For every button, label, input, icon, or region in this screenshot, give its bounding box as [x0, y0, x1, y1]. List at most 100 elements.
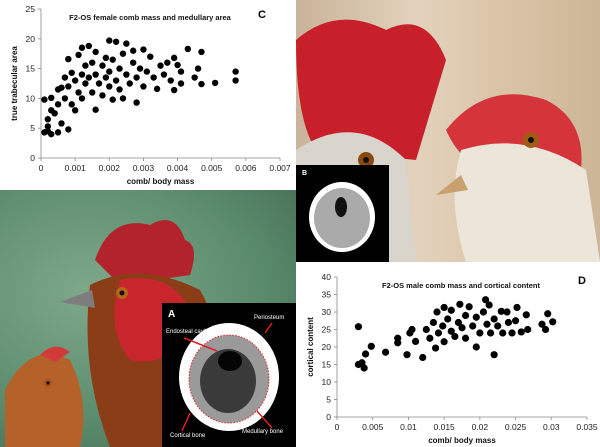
data-point	[157, 62, 164, 69]
data-point	[439, 322, 447, 330]
data-point	[444, 315, 452, 323]
data-point	[143, 68, 151, 75]
data-point	[511, 317, 520, 325]
y-tick-label: 25	[26, 4, 36, 14]
data-point	[109, 56, 116, 63]
data-point	[490, 315, 498, 323]
data-point	[177, 68, 185, 75]
data-point	[211, 79, 219, 87]
data-point	[65, 126, 72, 133]
x-tick-label: 0.03	[543, 422, 560, 432]
data-point	[394, 339, 402, 347]
data-point	[177, 80, 185, 87]
data-point	[54, 101, 62, 108]
data-point	[116, 86, 123, 93]
data-point	[447, 306, 455, 314]
photo-rooster-hen-heads	[296, 0, 600, 262]
data-point	[408, 325, 416, 334]
data-point	[361, 350, 370, 358]
data-point	[147, 53, 154, 60]
y-tick-label: 0	[30, 153, 35, 163]
data-point	[360, 364, 368, 372]
data-point	[78, 95, 86, 102]
data-point	[82, 62, 89, 69]
data-point	[65, 55, 72, 63]
annotation-cortical-bone: Cortical bone	[170, 433, 206, 439]
data-point	[524, 325, 532, 334]
data-point	[461, 334, 470, 342]
y-tick-label: 5	[30, 123, 35, 133]
data-point	[61, 95, 69, 102]
data-point	[403, 351, 411, 359]
data-point	[112, 77, 120, 84]
data-point	[160, 71, 168, 78]
data-point	[451, 332, 459, 341]
data-point	[48, 130, 55, 138]
y-tick-label: 15	[26, 64, 36, 74]
x-tick-label: 0.003	[133, 163, 155, 173]
data-point	[541, 325, 550, 334]
y-axis-label: cortical content	[306, 317, 315, 377]
data-point	[99, 62, 106, 69]
annotation-periosteum: Periosteum	[254, 315, 285, 321]
data-point	[198, 80, 205, 88]
data-point	[85, 42, 93, 50]
data-point	[116, 65, 123, 72]
data-point	[71, 77, 79, 84]
x-tick-label: 0.001	[65, 163, 87, 173]
data-point	[153, 85, 161, 93]
data-point	[106, 68, 113, 75]
x-tick-label: 0	[39, 163, 44, 173]
data-point	[136, 65, 144, 72]
data-point	[99, 92, 106, 99]
data-point	[508, 329, 516, 337]
data-point	[497, 307, 505, 315]
data-point	[58, 120, 65, 127]
data-point	[485, 301, 493, 309]
data-point	[85, 74, 93, 81]
data-point	[191, 74, 198, 81]
data-point	[469, 322, 477, 330]
panel-b-label: B	[302, 170, 308, 177]
data-point	[140, 46, 147, 53]
data-point	[102, 74, 110, 81]
x-tick-label: 0.015	[434, 422, 456, 432]
data-point	[456, 300, 464, 308]
data-point	[71, 107, 79, 114]
data-point	[129, 59, 137, 66]
data-point	[472, 313, 480, 321]
y-tick-label: 30	[322, 307, 332, 317]
data-point	[465, 303, 473, 311]
data-point	[504, 318, 513, 327]
data-point	[486, 329, 495, 337]
data-point	[133, 99, 140, 106]
x-tick-label: 0.025	[505, 422, 527, 432]
data-point	[150, 74, 157, 81]
data-point	[54, 129, 62, 136]
data-point	[133, 74, 140, 81]
data-point	[58, 84, 65, 91]
annotation-endosteal-cavity: Endosteal cavity	[166, 329, 210, 335]
data-point	[164, 59, 171, 66]
data-point	[381, 348, 390, 356]
data-point	[41, 96, 48, 103]
y-tick-label: 20	[26, 34, 36, 44]
data-point	[538, 320, 546, 328]
data-point	[106, 37, 113, 44]
panel-label: D	[578, 275, 586, 287]
y-tick-label: 25	[322, 325, 332, 335]
data-point	[126, 80, 133, 87]
y-axis-label: true trabecular area	[10, 46, 19, 121]
data-point	[123, 40, 130, 47]
bone-cross-section-a	[179, 322, 279, 432]
x-tick-label: 0.005	[201, 163, 223, 173]
data-point	[174, 61, 181, 69]
data-point	[102, 54, 110, 62]
data-point	[472, 343, 480, 351]
data-point	[354, 323, 363, 331]
data-point	[194, 65, 202, 72]
panel-label: C	[258, 9, 266, 21]
data-point	[92, 71, 99, 78]
data-point	[65, 83, 72, 90]
data-point	[44, 123, 52, 130]
